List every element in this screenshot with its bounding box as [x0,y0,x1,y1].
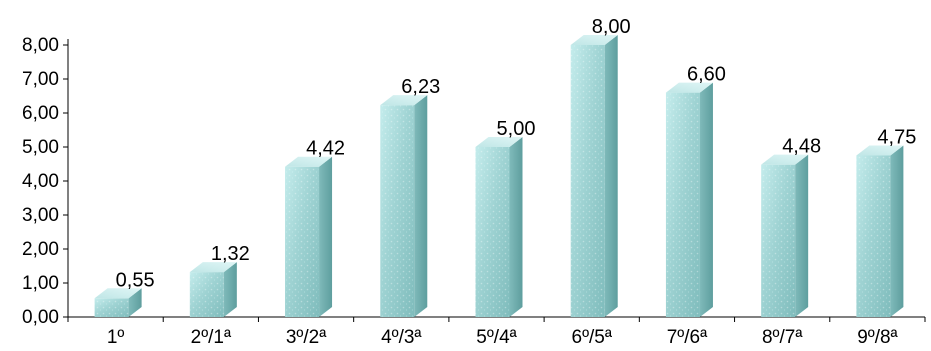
bar [189,262,237,317]
data-label: 1,32 [211,243,250,265]
bar-top-face [475,137,523,147]
bar-side-face [795,154,809,317]
y-tick-label: 7,00 [22,69,59,90]
bar-front-texture [189,272,224,317]
y-tick-label: 8,00 [22,35,59,56]
data-label: 4,75 [877,127,916,149]
y-tick-label: 3,00 [22,205,59,226]
bar-front-texture [380,105,415,318]
bar-front-texture [285,166,320,317]
x-category-label: 8º/7ª [762,327,803,348]
bar-side-face [604,35,618,317]
bar [94,288,142,317]
data-label: 4,48 [782,136,821,158]
bar-side-face [890,145,904,317]
bar-top-face [94,288,142,299]
x-category-label: 7º/6ª [667,327,708,348]
bar-side-face [699,82,713,317]
bar [665,82,713,317]
x-category-label: 6º/5ª [572,327,613,348]
bar-top-face [380,95,428,106]
bar-side-face [319,156,333,317]
x-category-label: 9º/8ª [857,327,898,348]
bar-top-face [570,35,618,45]
bar-top-face [285,156,333,167]
bar-front-texture [665,92,700,317]
data-label: 5,00 [497,118,536,140]
bar-side-face [509,137,523,317]
bar-top-face [761,154,809,165]
bar-front-texture [94,298,129,317]
bar-top-face [856,145,904,156]
x-category-label: 1º [107,327,125,348]
data-label: 6,60 [687,64,726,86]
bar-top-face [189,262,237,273]
y-tick-label: 2,00 [22,239,59,260]
y-tick-label: 5,00 [22,137,59,158]
y-tick-label: 4,00 [22,171,59,192]
y-tick-label: 6,00 [22,103,59,124]
data-label: 8,00 [592,16,631,38]
bar-front-texture [475,147,510,317]
x-category-label: 4º/3ª [381,327,422,348]
x-category-label: 5º/4ª [476,327,517,348]
bar [475,137,523,317]
y-tick-label: 0,00 [22,307,59,328]
bar [856,145,904,317]
data-label: 6,23 [401,76,440,98]
x-category-label: 2º/1ª [191,327,232,348]
bar [761,154,809,317]
x-category-label: 3º/2ª [286,327,327,348]
bar-side-face [128,288,142,317]
y-tick-label: 1,00 [22,273,59,294]
bar [285,156,333,317]
data-label: 4,42 [306,138,345,160]
bar-side-face [223,262,237,317]
bar-front-texture [761,164,796,317]
data-label: 0,55 [116,269,155,291]
bar-front-texture [570,45,605,317]
bar-side-face [414,95,428,318]
bar [380,95,428,318]
bar-top-face [665,82,713,93]
bar-front-texture [856,155,891,317]
bar [570,35,618,317]
